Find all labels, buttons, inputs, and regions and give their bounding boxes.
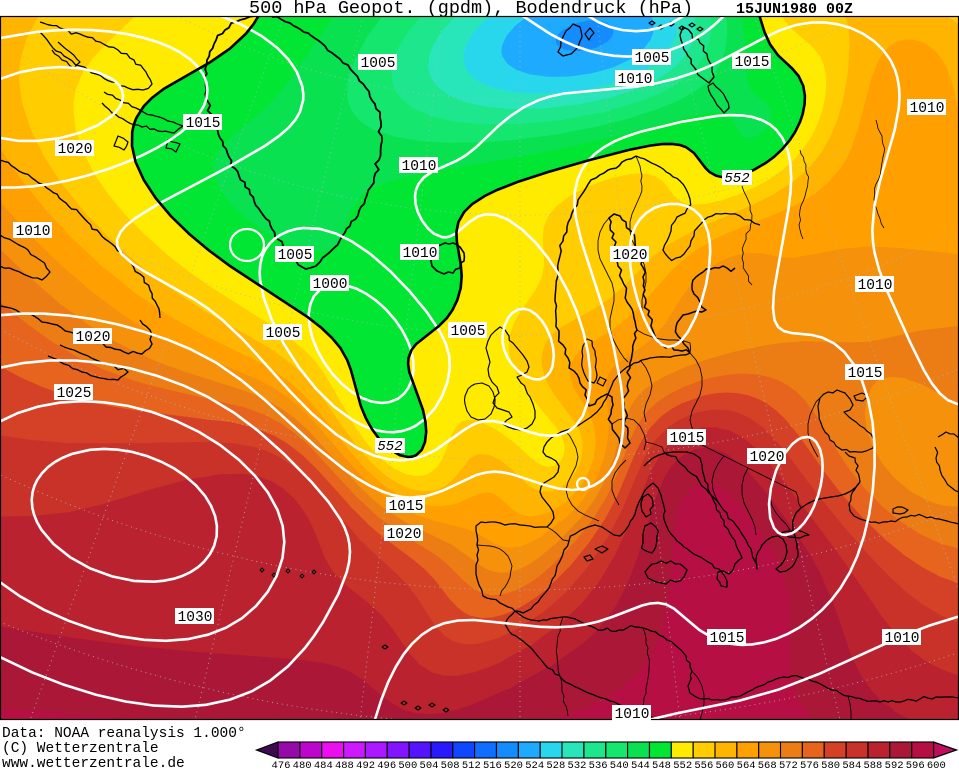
svg-text:552: 552 bbox=[724, 171, 749, 187]
svg-text:1005: 1005 bbox=[451, 324, 486, 340]
svg-text:Data: NOAA reanalysis 1.000°: Data: NOAA reanalysis 1.000° bbox=[2, 726, 246, 742]
svg-text:592: 592 bbox=[885, 760, 904, 770]
svg-text:1010: 1010 bbox=[885, 631, 920, 647]
svg-text:552: 552 bbox=[377, 439, 402, 455]
svg-text:508: 508 bbox=[441, 760, 460, 770]
svg-text:480: 480 bbox=[293, 760, 312, 770]
svg-text:548: 548 bbox=[652, 760, 671, 770]
svg-text:1005: 1005 bbox=[635, 51, 670, 67]
svg-text:544: 544 bbox=[631, 760, 650, 770]
svg-text:528: 528 bbox=[546, 760, 565, 770]
svg-text:532: 532 bbox=[568, 760, 587, 770]
svg-text:556: 556 bbox=[694, 760, 713, 770]
svg-text:1010: 1010 bbox=[403, 246, 438, 262]
svg-text:1010: 1010 bbox=[618, 72, 653, 88]
svg-text:www.wetterzentrale.de: www.wetterzentrale.de bbox=[2, 756, 185, 770]
svg-text:1015: 1015 bbox=[735, 55, 770, 71]
svg-text:1030: 1030 bbox=[178, 610, 213, 626]
svg-text:1025: 1025 bbox=[57, 386, 92, 402]
svg-text:1020: 1020 bbox=[58, 142, 93, 158]
svg-text:1005: 1005 bbox=[361, 56, 396, 72]
svg-text:524: 524 bbox=[525, 760, 544, 770]
svg-text:1015: 1015 bbox=[389, 499, 424, 515]
svg-text:512: 512 bbox=[462, 760, 481, 770]
svg-text:504: 504 bbox=[420, 760, 439, 770]
svg-text:1010: 1010 bbox=[615, 707, 650, 723]
svg-text:584: 584 bbox=[842, 760, 861, 770]
svg-text:520: 520 bbox=[504, 760, 523, 770]
svg-text:564: 564 bbox=[737, 760, 756, 770]
svg-text:1005: 1005 bbox=[266, 326, 301, 342]
svg-text:576: 576 bbox=[800, 760, 819, 770]
svg-text:488: 488 bbox=[335, 760, 354, 770]
svg-text:572: 572 bbox=[779, 760, 798, 770]
svg-text:600: 600 bbox=[927, 760, 946, 770]
svg-text:552: 552 bbox=[673, 760, 692, 770]
svg-text:1015: 1015 bbox=[848, 366, 883, 382]
svg-text:492: 492 bbox=[356, 760, 375, 770]
svg-text:1005: 1005 bbox=[278, 248, 313, 264]
svg-text:1010: 1010 bbox=[16, 224, 51, 240]
svg-text:1020: 1020 bbox=[613, 248, 648, 264]
svg-text:1010: 1010 bbox=[910, 101, 945, 117]
svg-text:1010: 1010 bbox=[402, 159, 437, 175]
svg-text:15JUN1980 00Z: 15JUN1980 00Z bbox=[736, 1, 853, 18]
svg-text:484: 484 bbox=[314, 760, 333, 770]
svg-text:596: 596 bbox=[906, 760, 925, 770]
svg-text:1015: 1015 bbox=[186, 116, 221, 132]
svg-text:1000: 1000 bbox=[313, 277, 348, 293]
svg-text:476: 476 bbox=[272, 760, 291, 770]
svg-text:(C) Wetterzentrale: (C) Wetterzentrale bbox=[2, 741, 159, 757]
svg-text:580: 580 bbox=[821, 760, 840, 770]
svg-text:496: 496 bbox=[377, 760, 396, 770]
svg-text:500 hPa Geopot. (gpdm), Bodend: 500 hPa Geopot. (gpdm), Bodendruck (hPa) bbox=[249, 0, 693, 19]
svg-text:1015: 1015 bbox=[710, 631, 745, 647]
svg-text:1020: 1020 bbox=[76, 330, 111, 346]
svg-text:500: 500 bbox=[398, 760, 417, 770]
svg-text:1010: 1010 bbox=[858, 278, 893, 294]
svg-text:536: 536 bbox=[589, 760, 608, 770]
svg-text:1015: 1015 bbox=[670, 431, 705, 447]
svg-text:540: 540 bbox=[610, 760, 629, 770]
svg-text:1020: 1020 bbox=[387, 527, 422, 543]
svg-text:588: 588 bbox=[863, 760, 882, 770]
svg-text:568: 568 bbox=[758, 760, 777, 770]
svg-text:516: 516 bbox=[483, 760, 502, 770]
svg-text:1020: 1020 bbox=[750, 450, 785, 466]
svg-text:560: 560 bbox=[715, 760, 734, 770]
